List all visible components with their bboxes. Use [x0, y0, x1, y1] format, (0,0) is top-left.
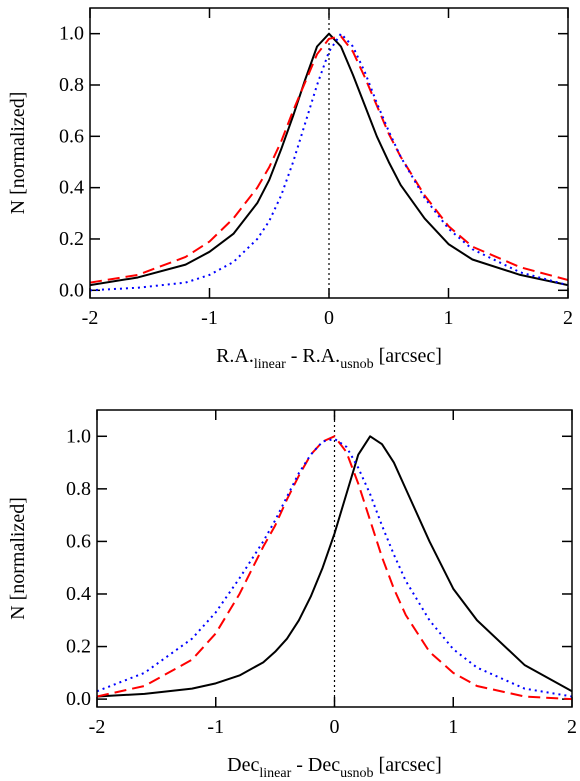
x-tick-label: -1 [201, 307, 218, 329]
panel: 0.0 0.2 0.4 0.6 0.8 1.0 -2 -1 0 1 2 N [normalized] D… [7, 409, 577, 781]
x-tick-label: -2 [89, 716, 106, 738]
y-tick-label: 0.0 [66, 688, 91, 710]
x-tick-label: 0 [324, 307, 334, 329]
x-axis-label-sub: usnob [340, 766, 373, 781]
x-axis-label: R.A.linear - R.A.usnob [arcsec] [216, 345, 442, 372]
data-line [90, 32, 568, 287]
data-line [97, 435, 572, 698]
data-line [90, 35, 568, 284]
x-axis-label-part: - Dec [291, 754, 340, 776]
y-tick-label: 0.2 [66, 636, 91, 658]
x-axis-label-part: - R.A. [286, 345, 340, 367]
x-axis-label-sub: usnob [340, 357, 373, 372]
x-tick-label: 2 [563, 307, 573, 329]
x-axis-label-sub: linear [254, 357, 286, 372]
data-line [97, 437, 572, 698]
x-axis-label-part: R.A. [216, 345, 254, 367]
y-tick-label: 0.2 [59, 228, 84, 250]
x-axis-label-sub: linear [259, 766, 291, 781]
x-tick-label: -2 [82, 307, 99, 329]
y-axis-label: N [normalized] [7, 92, 29, 215]
y-tick-label: 0.8 [59, 74, 84, 96]
y-tick-label: 0.0 [59, 279, 84, 301]
y-axis-label: N [normalized] [7, 497, 29, 620]
x-tick-label: 0 [330, 716, 340, 738]
x-axis-label-part: [arcsec] [374, 754, 442, 776]
y-tick-label: 0.4 [66, 583, 91, 605]
panel: 0.0 0.2 0.4 0.6 0.8 1.0 -2 -1 0 1 2 N [normalized] R… [7, 7, 573, 372]
x-axis-label-part: [arcsec] [374, 345, 442, 367]
y-tick-label: 1.0 [59, 23, 84, 45]
x-tick-label: 2 [567, 716, 577, 738]
y-tick-label: 0.6 [66, 530, 91, 552]
y-tick-label: 0.6 [59, 125, 84, 147]
y-tick-label: 1.0 [66, 425, 91, 447]
x-tick-label: 1 [444, 307, 454, 329]
y-tick-label: 0.4 [59, 177, 84, 199]
plot-frame [89, 7, 569, 299]
y-tick-label: 0.8 [66, 478, 91, 500]
x-axis-label: Declinear - Decusnob [arcsec] [227, 754, 442, 781]
plot-frame [96, 409, 573, 708]
data-line [90, 32, 568, 292]
x-axis-label-part: Dec [227, 754, 259, 776]
x-tick-label: -1 [207, 716, 224, 738]
x-tick-label: 1 [448, 716, 458, 738]
data-line [97, 435, 572, 701]
